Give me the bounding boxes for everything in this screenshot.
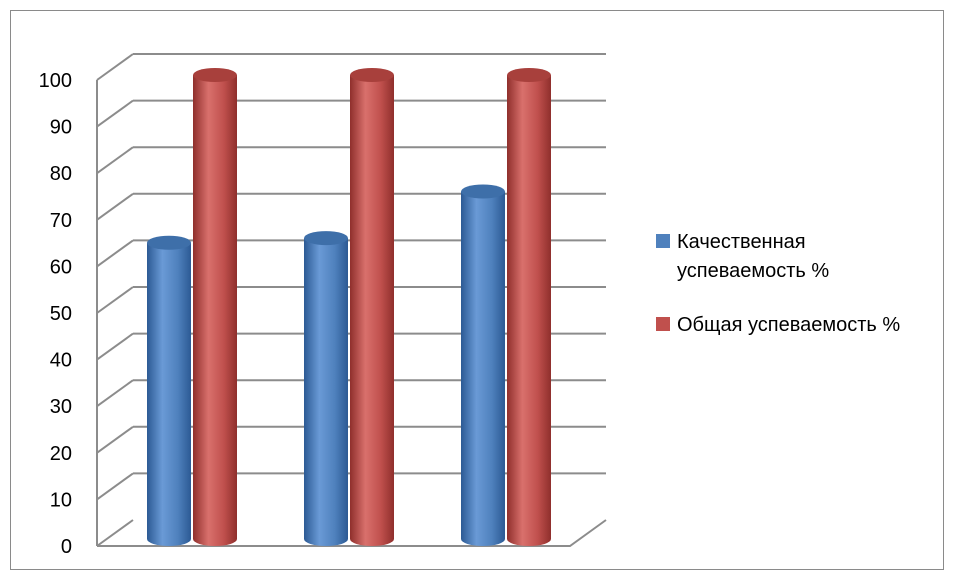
y-tick-label: 60 — [50, 256, 72, 278]
y-tick-label: 70 — [50, 210, 72, 232]
y-tick-label: 80 — [50, 163, 72, 185]
gridline-side — [96, 425, 134, 454]
y-tick-labels: 0 10 20 30 40 50 60 70 80 90 100 — [39, 70, 72, 558]
y-tick-label: 100 — [39, 70, 72, 92]
gridline-side — [96, 332, 134, 361]
y-tick-label: 0 — [61, 536, 72, 558]
legend-item: Качественная успеваемость % — [656, 231, 829, 282]
gridline-side — [96, 192, 134, 221]
y-tick-label: 90 — [50, 117, 72, 139]
bar-quality-2 — [304, 231, 348, 546]
gridline-side — [96, 146, 134, 175]
gridline-side — [96, 286, 134, 314]
gridline-side — [96, 53, 134, 81]
bar-quality-3 — [461, 184, 505, 546]
bar-overall-2 — [350, 68, 394, 546]
y-tick-label: 20 — [50, 443, 72, 465]
gridline-side — [96, 519, 134, 547]
y-tick-label: 50 — [50, 303, 72, 325]
bars — [147, 68, 551, 546]
legend-swatch — [656, 317, 670, 331]
gridline-side — [96, 379, 134, 408]
gridline-side — [96, 99, 134, 128]
legend-label: Общая успеваемость % — [677, 314, 900, 336]
gridline-side — [96, 239, 134, 268]
legend-item: Общая успеваемость % — [656, 314, 900, 336]
legend-label: Качественная успеваемость % — [677, 231, 829, 282]
y-tick-label: 30 — [50, 396, 72, 418]
y-tick-label: 40 — [50, 350, 72, 372]
floor — [97, 519, 607, 547]
gridline-side — [96, 472, 134, 501]
bar-overall-3 — [507, 68, 551, 546]
legend-swatch — [656, 234, 670, 248]
legend: Качественная успеваемость % Общая успеваем… — [656, 231, 900, 336]
bar-overall-1 — [193, 68, 237, 546]
y-tick-label: 10 — [50, 489, 72, 511]
bar-quality-1 — [147, 235, 191, 546]
